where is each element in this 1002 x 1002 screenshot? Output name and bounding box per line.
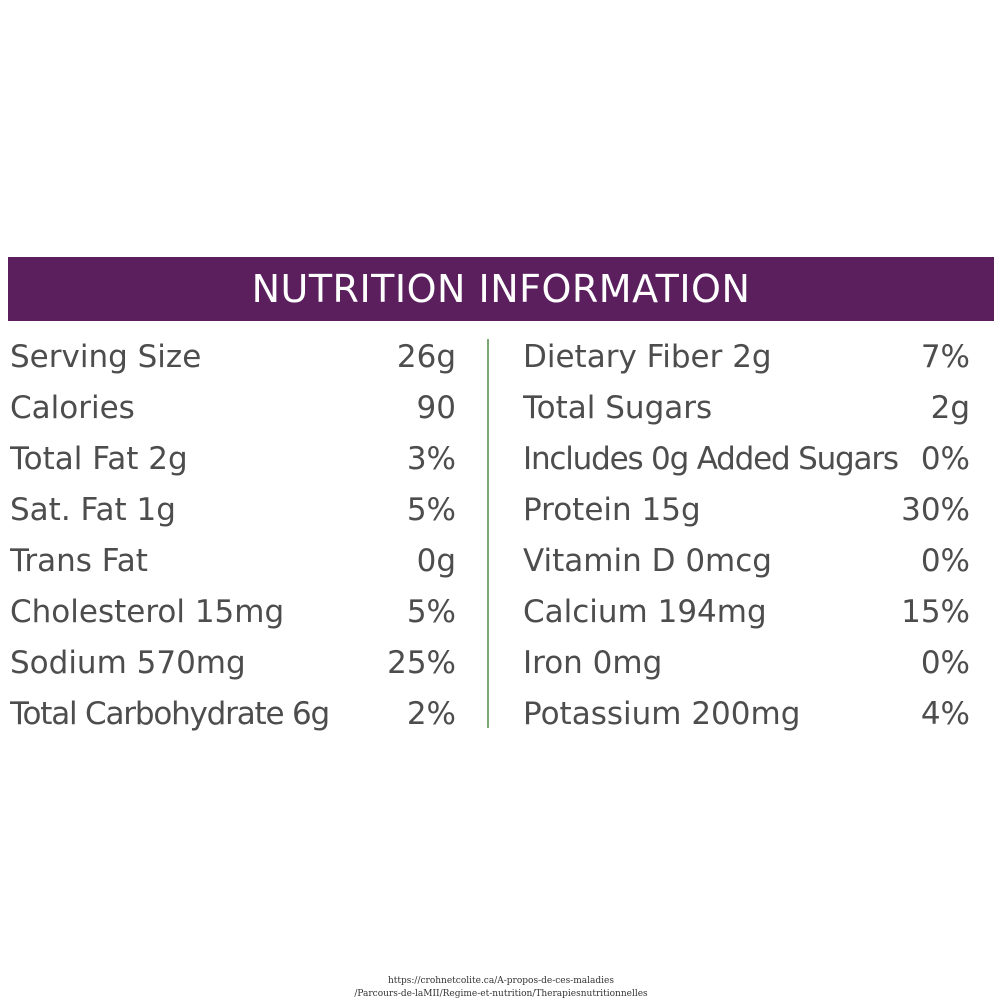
nutrient-value: 26g bbox=[396, 338, 456, 375]
nutrient-row: Includes 0g Added Sugars 0% bbox=[523, 433, 970, 484]
nutrient-value: 0% bbox=[920, 440, 970, 477]
nutrient-row: Vitamin D 0mcg 0% bbox=[523, 535, 970, 586]
nutrition-column-left: Serving Size 26g Calories 90 Total Fat 2… bbox=[10, 331, 456, 739]
nutrient-value: 0g bbox=[416, 542, 456, 579]
nutrient-value: 0% bbox=[920, 644, 970, 681]
nutrient-label: Protein 15g bbox=[523, 491, 701, 528]
nutrient-label: Total Fat 2g bbox=[10, 440, 188, 477]
nutrient-row: Total Carbohydrate 6g 2% bbox=[10, 688, 456, 739]
source-url-line-1: https://crohnetcolite.ca/A-propos-de-ces… bbox=[387, 976, 614, 986]
source-url-line-2: /Parcours-de-laMII/Regime-et-nutrition/T… bbox=[354, 989, 648, 999]
nutrient-value: 2% bbox=[406, 695, 456, 732]
nutrient-row: Trans Fat 0g bbox=[10, 535, 456, 586]
nutrient-label: Iron 0mg bbox=[523, 644, 663, 681]
nutrient-value: 5% bbox=[406, 491, 456, 528]
nutrient-value: 4% bbox=[920, 695, 970, 732]
nutrient-row: Calcium 194mg 15% bbox=[523, 586, 970, 637]
nutrient-row: Calories 90 bbox=[10, 382, 456, 433]
column-divider bbox=[487, 339, 489, 728]
nutrient-label: Calories bbox=[10, 389, 135, 426]
nutrient-row: Sat. Fat 1g 5% bbox=[10, 484, 456, 535]
nutrient-label: Vitamin D 0mcg bbox=[523, 542, 772, 579]
nutrition-column-right: Dietary Fiber 2g 7% Total Sugars 2g Incl… bbox=[523, 331, 970, 739]
nutrient-value: 30% bbox=[901, 491, 970, 528]
nutrient-value: 15% bbox=[901, 593, 970, 630]
nutrient-label: Total Carbohydrate 6g bbox=[10, 695, 329, 732]
nutrient-value: 7% bbox=[920, 338, 970, 375]
header-band: NUTRITION INFORMATION bbox=[8, 257, 994, 321]
nutrient-label: Sat. Fat 1g bbox=[10, 491, 176, 528]
nutrient-label: Dietary Fiber 2g bbox=[523, 338, 772, 375]
nutrient-row: Total Sugars 2g bbox=[523, 382, 970, 433]
nutrient-value: 5% bbox=[406, 593, 456, 630]
nutrient-label: Total Sugars bbox=[523, 389, 713, 426]
nutrient-row: Cholesterol 15mg 5% bbox=[10, 586, 456, 637]
nutrient-label: Includes 0g Added Sugars bbox=[523, 440, 898, 477]
nutrient-value: 0% bbox=[920, 542, 970, 579]
source-url: https://crohnetcolite.ca/A-propos-de-ces… bbox=[0, 975, 1002, 1001]
page-title: NUTRITION INFORMATION bbox=[251, 267, 751, 311]
nutrient-value: 25% bbox=[387, 644, 456, 681]
nutrient-row: Serving Size 26g bbox=[10, 331, 456, 382]
nutrient-label: Trans Fat bbox=[10, 542, 148, 579]
nutrient-label: Calcium 194mg bbox=[523, 593, 767, 630]
nutrient-row: Potassium 200mg 4% bbox=[523, 688, 970, 739]
nutrient-label: Sodium 570mg bbox=[10, 644, 246, 681]
nutrient-row: Iron 0mg 0% bbox=[523, 637, 970, 688]
nutrient-row: Total Fat 2g 3% bbox=[10, 433, 456, 484]
nutrient-value: 90 bbox=[416, 389, 456, 426]
nutrient-label: Serving Size bbox=[10, 338, 202, 375]
nutrient-label: Potassium 200mg bbox=[523, 695, 801, 732]
nutrient-row: Dietary Fiber 2g 7% bbox=[523, 331, 970, 382]
nutrient-value: 2g bbox=[930, 389, 970, 426]
nutrient-row: Sodium 570mg 25% bbox=[10, 637, 456, 688]
nutrient-label: Cholesterol 15mg bbox=[10, 593, 285, 630]
nutrient-value: 3% bbox=[406, 440, 456, 477]
nutrient-row: Protein 15g 30% bbox=[523, 484, 970, 535]
